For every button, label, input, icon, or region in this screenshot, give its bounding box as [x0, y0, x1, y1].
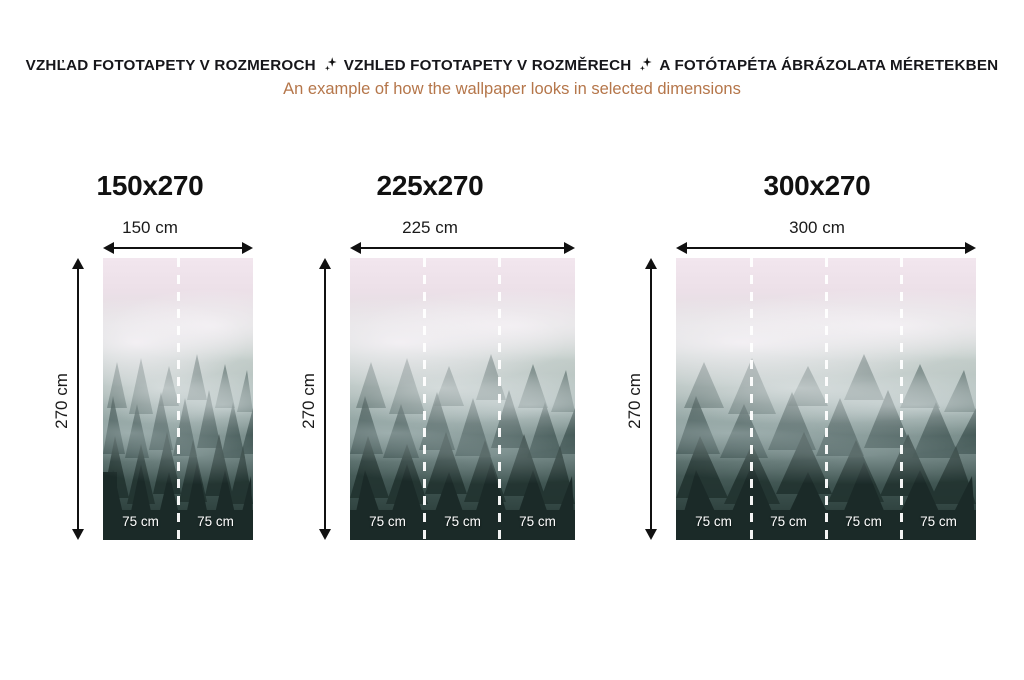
arrow-line	[324, 267, 326, 531]
arrow-line	[112, 247, 244, 249]
panel-title: 300x270	[763, 170, 871, 201]
panel-width-label: 225 cm	[402, 218, 458, 237]
arrow-head-left	[676, 242, 687, 254]
panel-seam-line	[899, 258, 903, 540]
panel-height-label: 270 cm	[625, 373, 644, 429]
page-title: VZHĽAD FOTOTAPETY V ROZMEROCH VZHLED FOT…	[0, 56, 1024, 74]
segment-label: 75 cm	[197, 514, 234, 529]
arrow-head-right	[564, 242, 575, 254]
panel-height-label: 270 cm	[299, 373, 318, 429]
title-part-hu: A FOTÓTAPÉTA ÁBRÁZOLATA MÉRETEKBEN	[659, 56, 999, 74]
panel-title: 225x270	[376, 170, 484, 201]
arrow-line	[685, 247, 967, 249]
size-panel-150x270: 150x270 150 cm 270 cm	[0, 170, 300, 570]
panel-title: 150x270	[96, 170, 204, 201]
width-dimension-arrow	[350, 241, 575, 255]
sky-gradient	[350, 258, 575, 540]
arrow-head-right	[965, 242, 976, 254]
arrow-head-left	[350, 242, 361, 254]
segment-label: 75 cm	[770, 514, 807, 529]
arrow-head-bottom	[319, 529, 331, 540]
panel-seam-line	[824, 258, 828, 540]
sparkle-icon	[322, 56, 338, 74]
segment-label: 75 cm	[369, 514, 406, 529]
arrow-head-top	[645, 258, 657, 269]
segment-label: 75 cm	[845, 514, 882, 529]
arrow-head-top	[72, 258, 84, 269]
sparkle-icon	[637, 56, 653, 74]
wallpaper-preview-image: 75 cm 75 cm 75 cm	[350, 258, 575, 540]
arrow-line	[77, 267, 79, 531]
panel-height-label: 270 cm	[52, 373, 71, 429]
panel-seam-line	[498, 258, 502, 540]
panel-width-label: 300 cm	[789, 218, 845, 237]
arrow-line	[650, 267, 652, 531]
panel-seam-line	[423, 258, 427, 540]
panel-seam-line	[176, 258, 180, 540]
title-part-cs: VZHLED FOTOTAPETY V ROZMĚRECH	[343, 56, 632, 74]
width-dimension-arrow	[103, 241, 253, 255]
segment-label: 75 cm	[444, 514, 481, 529]
arrow-head-bottom	[72, 529, 84, 540]
segment-labels: 75 cm 75 cm 75 cm 75 cm	[676, 514, 976, 529]
panel-width-label: 150 cm	[122, 218, 178, 237]
arrow-head-top	[319, 258, 331, 269]
segment-labels: 75 cm 75 cm 75 cm	[350, 514, 575, 529]
segment-label: 75 cm	[122, 514, 159, 529]
size-panel-300x270: 300x270 300 cm 270 cm	[610, 170, 1024, 570]
segment-label: 75 cm	[519, 514, 556, 529]
title-part-sk: VZHĽAD FOTOTAPETY V ROZMEROCH	[25, 56, 316, 74]
height-dimension-arrow	[318, 258, 332, 540]
arrow-line	[359, 247, 566, 249]
wallpaper-preview-image: 75 cm 75 cm	[103, 258, 253, 540]
arrow-head-bottom	[645, 529, 657, 540]
arrow-head-left	[103, 242, 114, 254]
width-dimension-arrow	[676, 241, 976, 255]
size-panel-225x270: 225x270 225 cm 270 cm	[285, 170, 615, 570]
height-dimension-arrow	[644, 258, 658, 540]
segment-label: 75 cm	[920, 514, 957, 529]
wallpaper-preview-image: 75 cm 75 cm 75 cm 75 cm	[676, 258, 976, 540]
height-dimension-arrow	[71, 258, 85, 540]
segment-labels: 75 cm 75 cm	[103, 514, 253, 529]
segment-label: 75 cm	[695, 514, 732, 529]
arrow-head-right	[242, 242, 253, 254]
panel-seam-line	[749, 258, 753, 540]
page-subtitle: An example of how the wallpaper looks in…	[283, 80, 741, 98]
